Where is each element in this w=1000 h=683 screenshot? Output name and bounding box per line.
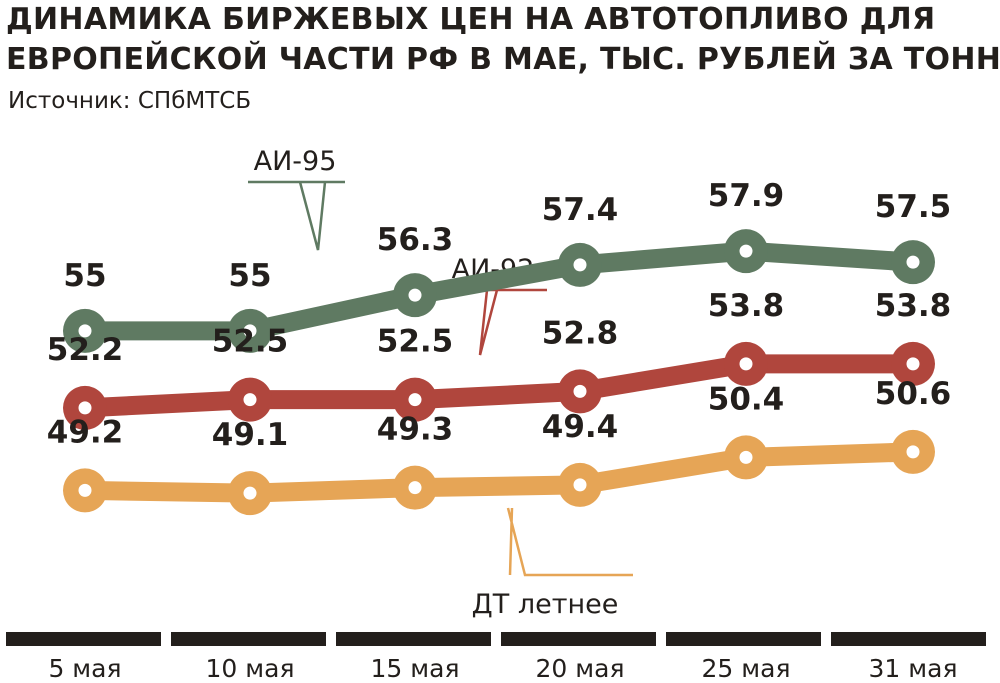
data-label: 50.4 — [708, 381, 785, 417]
chart-title: ДИНАМИКА БИРЖЕВЫХ ЦЕН НА АВТОТОПЛИВО ДЛЯ… — [6, 0, 1000, 80]
data-point-center — [78, 401, 92, 415]
data-point-center — [408, 481, 422, 495]
data-label: 52.8 — [542, 315, 619, 351]
data-label: 57.5 — [875, 189, 952, 225]
data-point-center — [906, 445, 920, 459]
data-point-center — [906, 357, 920, 371]
data-label: 57.9 — [708, 178, 785, 214]
data-label: 50.6 — [875, 376, 952, 412]
data-label: 55 — [228, 258, 271, 294]
x-tick-label: 20 мая — [536, 654, 625, 683]
data-point-center — [408, 288, 422, 302]
data-point-center — [573, 258, 587, 272]
data-point-center — [573, 384, 587, 398]
data-point-center — [906, 255, 920, 269]
legend-label: АИ-95 — [254, 146, 337, 177]
data-point-center — [739, 357, 753, 371]
data-point-center — [573, 478, 587, 492]
data-label: 53.8 — [875, 288, 952, 324]
data-label: 49.3 — [377, 412, 454, 448]
data-label: 52.5 — [212, 324, 289, 360]
legend-leader-line — [445, 288, 547, 356]
legend-leader-line — [506, 507, 633, 577]
x-tick-label: 10 мая — [206, 654, 295, 683]
data-point-center — [243, 393, 257, 407]
data-point-center — [78, 483, 92, 497]
data-point-center — [78, 324, 92, 338]
data-label: 57.4 — [542, 192, 619, 228]
chart-title-line-1: ДИНАМИКА БИРЖЕВЫХ ЦЕН НА АВТОТОПЛИВО ДЛЯ — [6, 2, 936, 37]
data-label: 49.2 — [47, 414, 124, 450]
series-line — [75, 241, 923, 341]
x-axis-segment — [336, 632, 491, 646]
data-label: 52.5 — [377, 324, 454, 360]
data-label: 53.8 — [708, 288, 785, 324]
x-tick-label: 15 мая — [371, 654, 460, 683]
x-tick-label: 25 мая — [702, 654, 791, 683]
x-axis-segment — [171, 632, 326, 646]
data-label: 49.4 — [542, 409, 619, 445]
x-axis-segment — [831, 632, 986, 646]
data-point-center — [408, 393, 422, 407]
chart-source: Источник: СПбМТСБ — [8, 88, 252, 114]
data-label: 49.1 — [212, 417, 289, 453]
series-line — [75, 354, 923, 418]
legend-label: ДТ летнее — [472, 589, 619, 620]
data-point-center — [243, 486, 257, 500]
chart-title-line-2: ЕВРОПЕЙСКОЙ ЧАСТИ РФ В МАЕ, ТЫС. РУБЛЕЙ … — [6, 42, 1000, 77]
series-line — [75, 442, 923, 503]
x-tick-label: 31 мая — [869, 654, 958, 683]
data-point-center — [243, 324, 257, 338]
x-axis-segment — [6, 632, 161, 646]
legend-leader-line — [248, 180, 345, 251]
data-point-center — [739, 450, 753, 464]
data-point-center — [739, 244, 753, 258]
x-axis-segment — [501, 632, 656, 646]
data-label: 52.2 — [47, 332, 124, 368]
x-tick-label: 5 мая — [48, 654, 121, 683]
data-label: 56.3 — [377, 222, 454, 258]
data-label: 55 — [63, 258, 106, 294]
x-axis-segment — [666, 632, 821, 646]
